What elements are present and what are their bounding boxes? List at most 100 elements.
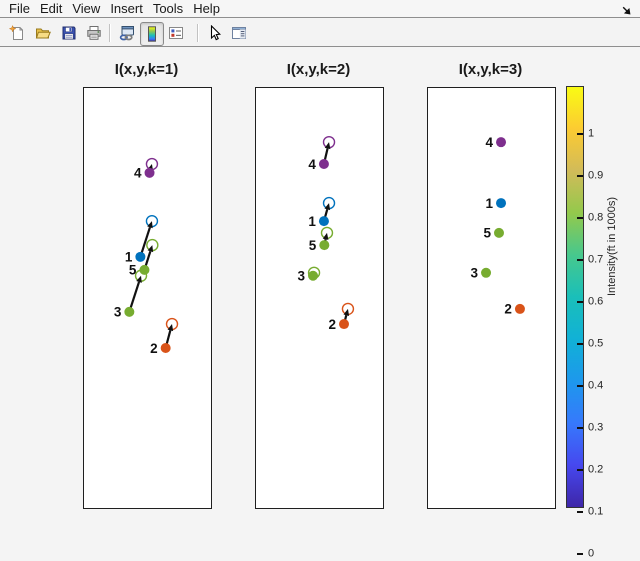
colorbar-tick-mark (577, 132, 583, 135)
point-id-label: 1 (308, 214, 316, 229)
tracked-point-dot (339, 319, 350, 330)
tracked-point-dot (493, 227, 504, 238)
colorbar-tick-label: 0.7 (588, 253, 604, 265)
tracked-point-dot (481, 267, 492, 278)
tracked-point-dot (135, 251, 146, 262)
colorbar-tick-label: 0.4 (588, 379, 604, 391)
colorbar-icon (148, 26, 156, 42)
colorbar-tick-label: 0 (588, 547, 595, 559)
save-figure-button[interactable] (60, 24, 78, 42)
colorbar-tick-label: 1 (588, 127, 595, 139)
print-icon (87, 26, 101, 40)
figure-toolbar (0, 19, 640, 47)
legend-icon (169, 27, 183, 39)
tracked-point-dot (144, 167, 155, 178)
show-plot-tools-button[interactable] (230, 24, 248, 42)
motion-arrowhead (147, 221, 153, 229)
subplot1-axes: 1 2 3 4 5 (83, 87, 212, 509)
motion-arrowhead (147, 245, 154, 253)
menu-bar: File Edit View Insert Tools Help (0, 0, 640, 18)
edit-plot-button[interactable] (206, 24, 224, 42)
subplot1-plot: 1 2 3 4 5 (114, 157, 179, 356)
colorbar-tick-label: 0.5 (588, 337, 604, 349)
new-figure-button[interactable] (8, 24, 26, 42)
point-id-label: 2 (328, 317, 336, 332)
new-document-icon (9, 25, 23, 40)
tracked-point-dot (139, 264, 150, 275)
point-id-label: 5 (483, 226, 491, 241)
colorbar-tick-label: 0.1 (588, 505, 604, 517)
point-id-label: 2 (150, 341, 158, 356)
colorbar-tick-mark (577, 300, 583, 303)
colorbar-tick-mark (577, 384, 583, 387)
colorbar-tick-label: 0.6 (588, 295, 604, 307)
colorbar-tick-mark (577, 468, 583, 471)
motion-arrowhead (324, 203, 331, 211)
subplot2-axes: 1 2 3 4 5 (255, 87, 384, 509)
motion-arrowhead (343, 308, 350, 316)
tracked-point-dot (318, 216, 329, 227)
motion-arrow (139, 226, 151, 258)
open-file-button[interactable] (34, 24, 52, 42)
tracked-point-dot (514, 303, 525, 314)
point-id-label: 3 (471, 266, 479, 281)
point-id-label: 5 (309, 238, 317, 253)
colorbar-tick-mark (577, 510, 583, 513)
tracked-point-dot (318, 159, 329, 170)
insert-legend-button[interactable] (167, 24, 185, 42)
menu-tools[interactable]: Tools (152, 0, 184, 16)
point-id-label: 4 (486, 135, 494, 150)
print-figure-button[interactable] (85, 24, 103, 42)
colorbar-tick-label: 0.8 (588, 211, 604, 223)
toolbar-separator (197, 24, 199, 42)
subplot1-title: I(x,y,k=1) (114, 61, 179, 78)
point-id-label: 4 (308, 157, 316, 172)
point-id-label: 4 (134, 166, 142, 181)
subplot3-title: I(x,y,k=3) (458, 61, 523, 78)
save-icon (62, 26, 76, 40)
point-id-label: 2 (504, 302, 512, 317)
colorbar-tick-mark (577, 342, 583, 345)
colorbar-tick-mark (577, 216, 583, 219)
menu-edit[interactable]: Edit (39, 0, 63, 16)
point-id-label: 1 (486, 196, 494, 211)
tracked-point-dot (124, 306, 135, 317)
figure-canvas: I(x,y,k=1) I(x,y,k=2) I(x,y,k=3) 1 2 3 4 5 1… (0, 47, 640, 561)
point-id-label: 5 (129, 263, 137, 278)
menu-help[interactable]: Help (193, 0, 220, 16)
insert-colorbar-button[interactable] (140, 22, 164, 46)
colorbar-tick-label: 0.9 (588, 169, 604, 181)
arrow-cursor-icon (210, 25, 222, 41)
subplot3-axes: 1 2 3 4 5 (427, 87, 556, 509)
subplot3-plot: 1 2 3 4 5 (471, 135, 525, 317)
tracked-point-dot (308, 270, 319, 281)
motion-arrowhead (167, 324, 174, 332)
motion-arrowhead (136, 275, 142, 283)
plot-tools-icon (232, 27, 246, 39)
colorbar-tick-mark (577, 174, 583, 177)
link-plot-icon (119, 26, 134, 41)
tracked-point-dot (319, 240, 330, 251)
point-id-label: 3 (114, 305, 122, 320)
tracked-point-dot (496, 198, 507, 209)
colorbar-tick-label: 0.2 (588, 463, 604, 475)
menu-insert[interactable]: Insert (110, 0, 143, 16)
motion-arrowhead (324, 142, 331, 150)
link-plot-button[interactable] (118, 24, 136, 42)
motion-arrow (128, 281, 141, 313)
point-id-label: 3 (298, 269, 306, 284)
colorbar-tick-mark (577, 552, 583, 555)
toolbar-separator (109, 24, 111, 42)
menu-view[interactable]: View (72, 0, 101, 16)
motion-arrowhead (322, 232, 329, 240)
colorbar-tick-mark (577, 258, 583, 261)
open-folder-icon (35, 28, 51, 39)
tracked-point-dot (496, 137, 507, 148)
colorbar-tick-label: 0.3 (588, 421, 604, 433)
tracked-point-dot (160, 342, 171, 353)
point-id-label: 1 (125, 250, 133, 265)
subplot2-title: I(x,y,k=2) (286, 61, 351, 78)
menu-file[interactable]: File (9, 0, 30, 16)
colorbar-tick-mark (577, 426, 583, 429)
